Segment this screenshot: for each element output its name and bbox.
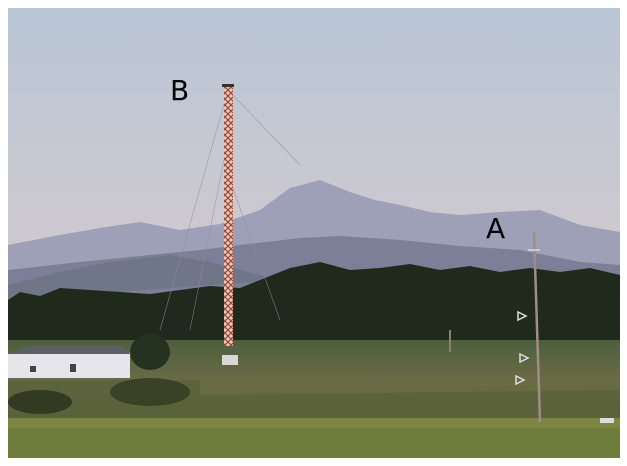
box [600,418,614,423]
field-light [8,418,620,428]
label-b: B [170,74,189,107]
tower-b [224,84,233,346]
mast-a-sensors [515,249,540,386]
mast-a [532,231,542,423]
tree [130,334,170,370]
near-hill [8,255,280,300]
tower-b-top [222,84,234,87]
guy-wires [159,89,301,331]
bushes [8,390,72,414]
shed [222,355,238,365]
scene: B A [8,8,620,458]
label-a: A [486,212,505,245]
house [8,346,132,378]
bushes [110,378,190,406]
